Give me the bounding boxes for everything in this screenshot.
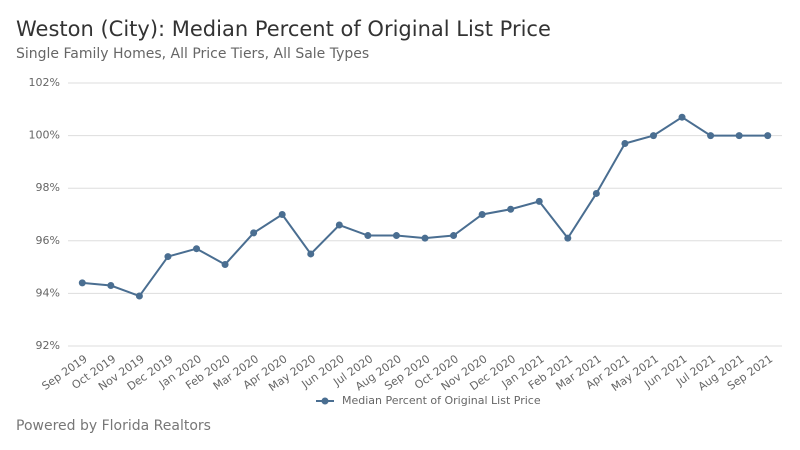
- data-point: [307, 250, 315, 258]
- data-point: [764, 132, 772, 140]
- data-point: [564, 234, 572, 242]
- legend-label: Median Percent of Original List Price: [342, 394, 541, 407]
- data-point: [250, 229, 258, 237]
- data-point: [421, 234, 429, 242]
- data-point: [478, 211, 486, 218]
- data-point: [535, 197, 543, 205]
- y-tick-label: 102%: [29, 76, 60, 89]
- data-point: [392, 232, 400, 240]
- data-point: [78, 279, 86, 287]
- data-line: [82, 116, 768, 298]
- data-point: [364, 232, 372, 240]
- footer: Powered by Florida Realtors: [16, 418, 211, 434]
- y-tick-label: 94%: [36, 286, 60, 299]
- y-tick-label: 100%: [29, 129, 60, 142]
- data-point: [221, 260, 229, 268]
- data-point: [507, 205, 515, 213]
- data-point: [735, 132, 743, 140]
- data-point: [621, 139, 629, 147]
- data-point: [678, 113, 686, 121]
- chart-subtitle: Single Family Homes, All Price Tiers, Al…: [16, 46, 369, 62]
- data-point: [135, 292, 143, 300]
- data-point: [278, 211, 286, 218]
- data-point: [707, 132, 715, 140]
- data-point: [164, 253, 172, 261]
- data-point: [335, 221, 343, 229]
- legend-marker: [321, 397, 329, 405]
- y-tick-label: 98%: [36, 181, 60, 194]
- data-point: [450, 232, 458, 240]
- data-point: [107, 282, 115, 290]
- y-tick-label: 92%: [36, 339, 60, 352]
- data-point: [649, 132, 657, 140]
- chart-title: Weston (City): Median Percent of Origina…: [16, 17, 551, 41]
- data-point: [193, 245, 201, 253]
- y-tick-label: 96%: [36, 234, 60, 247]
- data-point: [592, 189, 600, 197]
